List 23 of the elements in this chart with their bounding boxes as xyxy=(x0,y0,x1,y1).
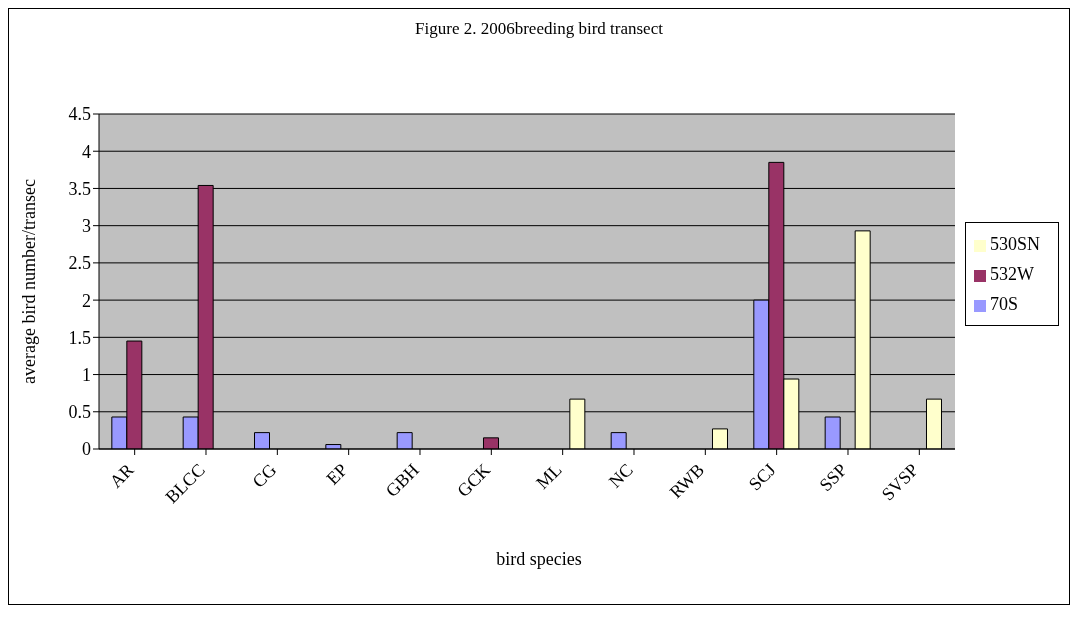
x-tick-label: AR xyxy=(105,459,138,492)
y-axis-title: average bird number/transec xyxy=(19,179,40,384)
y-tick-label: 0 xyxy=(82,439,91,460)
legend-label: 532W xyxy=(989,264,1034,284)
y-tick-label: 3 xyxy=(82,216,91,237)
x-tick-label: SSP xyxy=(815,459,851,496)
x-tick-label: EP xyxy=(322,459,352,489)
legend-label: 70S xyxy=(989,294,1018,314)
x-axis-title: bird species xyxy=(495,549,583,570)
y-tick-label: 4 xyxy=(82,141,91,162)
y-tick-label: 3.5 xyxy=(68,178,91,199)
x-tick-label: CG xyxy=(248,459,281,492)
y-tick-label: 4.5 xyxy=(68,104,91,125)
x-tick-label: ML xyxy=(532,459,566,493)
y-tick-label: 0.5 xyxy=(68,402,91,423)
legend-label: 530SN xyxy=(989,234,1040,254)
y-tick-label: 2.5 xyxy=(68,253,91,274)
x-tick-label: SCJ xyxy=(744,459,780,495)
x-tick-label: NC xyxy=(604,459,637,492)
y-tick-label: 2 xyxy=(82,290,91,311)
y-tick-label: 1.5 xyxy=(68,327,91,348)
y-tick-label: 1 xyxy=(82,364,91,385)
chart-title: Figure 2. 2006breeding bird transect xyxy=(414,19,664,39)
